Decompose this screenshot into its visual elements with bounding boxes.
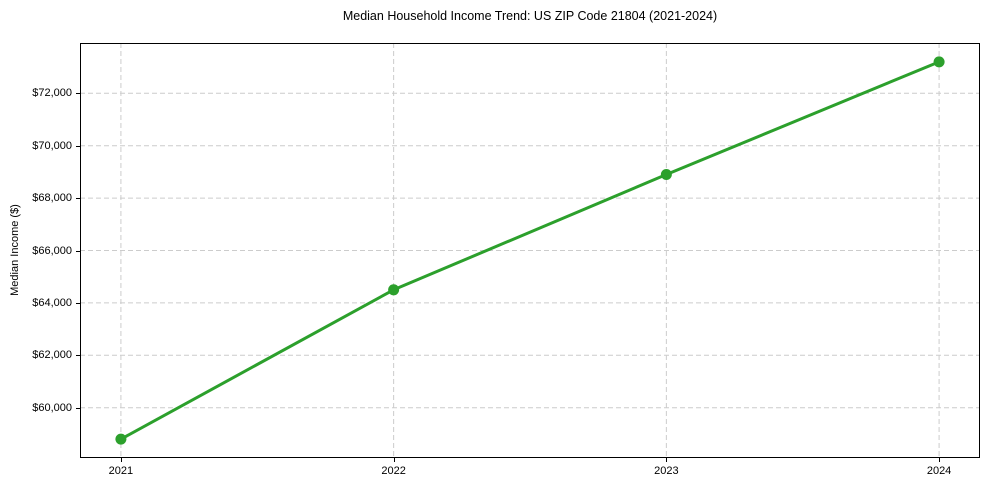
y-tick-label: $70,000 (32, 139, 72, 152)
y-tick-mark (76, 302, 80, 304)
y-tick-label: $68,000 (32, 192, 72, 205)
data-point-2022 (388, 284, 400, 296)
y-tick-label: $66,000 (32, 244, 72, 257)
income-trend-line (119, 60, 941, 441)
x-tick-label: 2024 (926, 465, 952, 477)
plot-area (80, 43, 980, 458)
x-tick-mark (939, 458, 941, 462)
x-tick-mark (393, 458, 395, 462)
axes-box (80, 43, 980, 458)
y-tick-mark (76, 145, 80, 147)
y-tick-label: $64,000 (32, 296, 72, 309)
y-tick-label: $60,000 (32, 401, 72, 414)
y-tick-mark (76, 93, 80, 95)
y-tick-mark (76, 407, 80, 409)
y-tick-label: $72,000 (32, 87, 72, 100)
chart-title: Median Household Income Trend: US ZIP Co… (342, 9, 718, 23)
x-tick-mark (666, 458, 668, 462)
x-tick-label: 2023 (654, 465, 679, 477)
x-tick-mark (120, 458, 122, 462)
y-tick-mark (76, 355, 80, 357)
x-tick-label: 2021 (108, 465, 134, 477)
x-tick-label: 2022 (381, 465, 406, 477)
y-tick-label: $62,000 (32, 349, 72, 362)
data-point-2021 (115, 433, 127, 445)
y-tick-mark (76, 198, 80, 200)
data-point-2023 (660, 169, 672, 181)
data-point-2024 (933, 56, 945, 68)
y-tick-mark (76, 250, 80, 252)
